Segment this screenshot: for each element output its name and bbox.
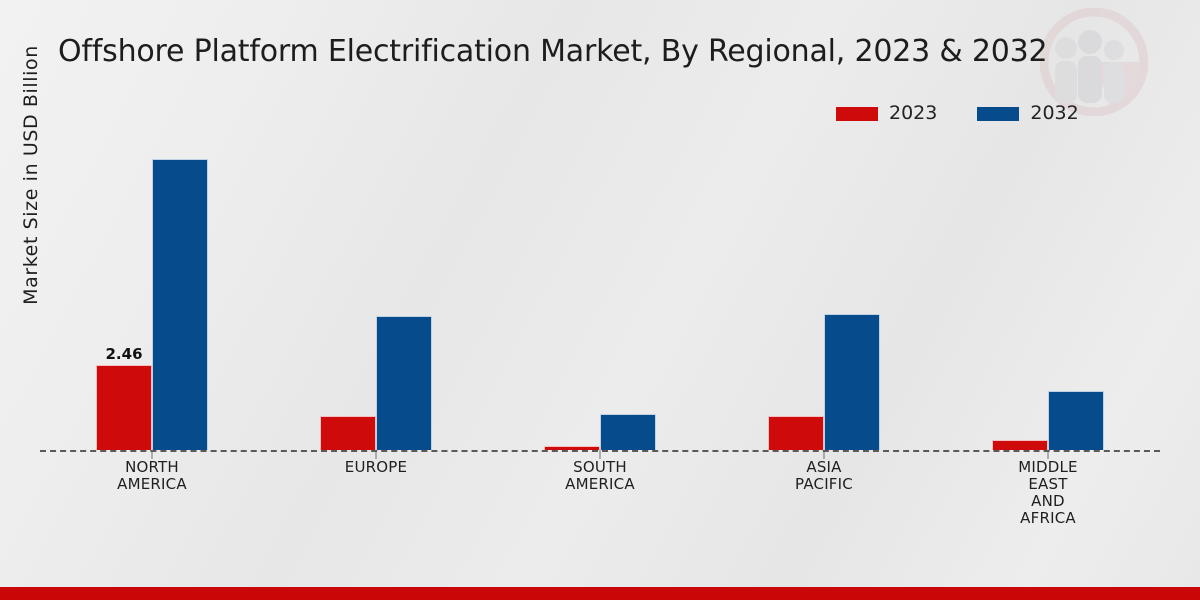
tick-mark bbox=[375, 450, 377, 459]
category-label-line: AFRICA bbox=[1020, 509, 1076, 527]
category-label-line: MIDDLE bbox=[1018, 458, 1078, 476]
legend-item-2023[interactable]: 2023 bbox=[836, 104, 937, 123]
bars-asia-pacific bbox=[768, 140, 880, 450]
bar-group-middle-east-and-africa bbox=[936, 140, 1160, 459]
category-label-line: AMERICA bbox=[117, 475, 187, 493]
category-label-line: AMERICA bbox=[565, 475, 635, 493]
tick-mark bbox=[599, 450, 601, 459]
tick-mark bbox=[1047, 450, 1049, 459]
legend-swatch-2023 bbox=[836, 106, 878, 121]
category-label-line: AND bbox=[1031, 492, 1065, 510]
tick-mark bbox=[823, 450, 825, 459]
category-label-middle-east-and-africa: MIDDLE EAST AND AFRICA bbox=[936, 459, 1160, 527]
legend-label-2032: 2032 bbox=[1030, 102, 1079, 124]
y-axis-title: Market Size in USD Billion bbox=[20, 45, 42, 305]
bar-2032-middle-east-and-africa[interactable] bbox=[1048, 391, 1104, 450]
bars-south-america bbox=[544, 140, 656, 450]
tick-mark bbox=[151, 450, 153, 459]
bar-2032-asia-pacific[interactable] bbox=[824, 313, 880, 450]
legend-item-2032[interactable]: 2032 bbox=[977, 102, 1079, 124]
plot-area: 2.46 bbox=[40, 140, 1160, 459]
chart-legend: 2023 2032 bbox=[836, 104, 1079, 123]
bar-2023-north-america[interactable]: 2.46 bbox=[96, 345, 152, 450]
footer-accent-bar bbox=[0, 587, 1200, 600]
category-label-europe: EUROPE bbox=[264, 459, 488, 527]
bar-2032-europe[interactable] bbox=[376, 315, 432, 450]
legend-swatch-2032 bbox=[977, 106, 1020, 121]
bar-2023-middle-east-and-africa[interactable] bbox=[992, 439, 1048, 450]
chart-title: Offshore Platform Electrification Market… bbox=[58, 34, 1048, 69]
category-label-line: SOUTH bbox=[573, 458, 627, 476]
bar-group-north-america: 2.46 bbox=[40, 140, 264, 459]
category-label-line: NORTH bbox=[125, 458, 179, 476]
bar-2023-south-america[interactable] bbox=[544, 445, 600, 450]
bar-2023-europe[interactable] bbox=[320, 415, 376, 450]
bar-2023-asia-pacific[interactable] bbox=[768, 415, 824, 450]
bar-2032-north-america[interactable] bbox=[152, 158, 208, 450]
x-axis-category-labels: NORTH AMERICA EUROPE SOUTH AMERICA ASIA … bbox=[40, 459, 1160, 527]
bar-groups: 2.46 bbox=[40, 140, 1160, 459]
category-label-south-america: SOUTH AMERICA bbox=[488, 459, 712, 527]
x-axis-baseline bbox=[40, 450, 1160, 452]
bar-2032-south-america[interactable] bbox=[600, 413, 656, 450]
legend-label-2023: 2023 bbox=[889, 102, 938, 124]
bar-group-asia-pacific bbox=[712, 140, 936, 459]
category-label-north-america: NORTH AMERICA bbox=[40, 459, 264, 527]
bar-group-south-america bbox=[488, 140, 712, 459]
bars-north-america: 2.46 bbox=[96, 140, 208, 450]
bar-group-europe bbox=[264, 140, 488, 459]
category-label-line: EAST bbox=[1028, 475, 1068, 493]
category-label-line: ASIA bbox=[806, 458, 842, 476]
bars-europe bbox=[320, 140, 432, 450]
category-label-line: PACIFIC bbox=[795, 475, 853, 493]
category-label-asia-pacific: ASIA PACIFIC bbox=[712, 459, 936, 527]
bars-middle-east-and-africa bbox=[992, 140, 1104, 450]
bar-value-2023-north-america: 2.46 bbox=[105, 345, 143, 364]
category-label-line: EUROPE bbox=[344, 458, 408, 476]
